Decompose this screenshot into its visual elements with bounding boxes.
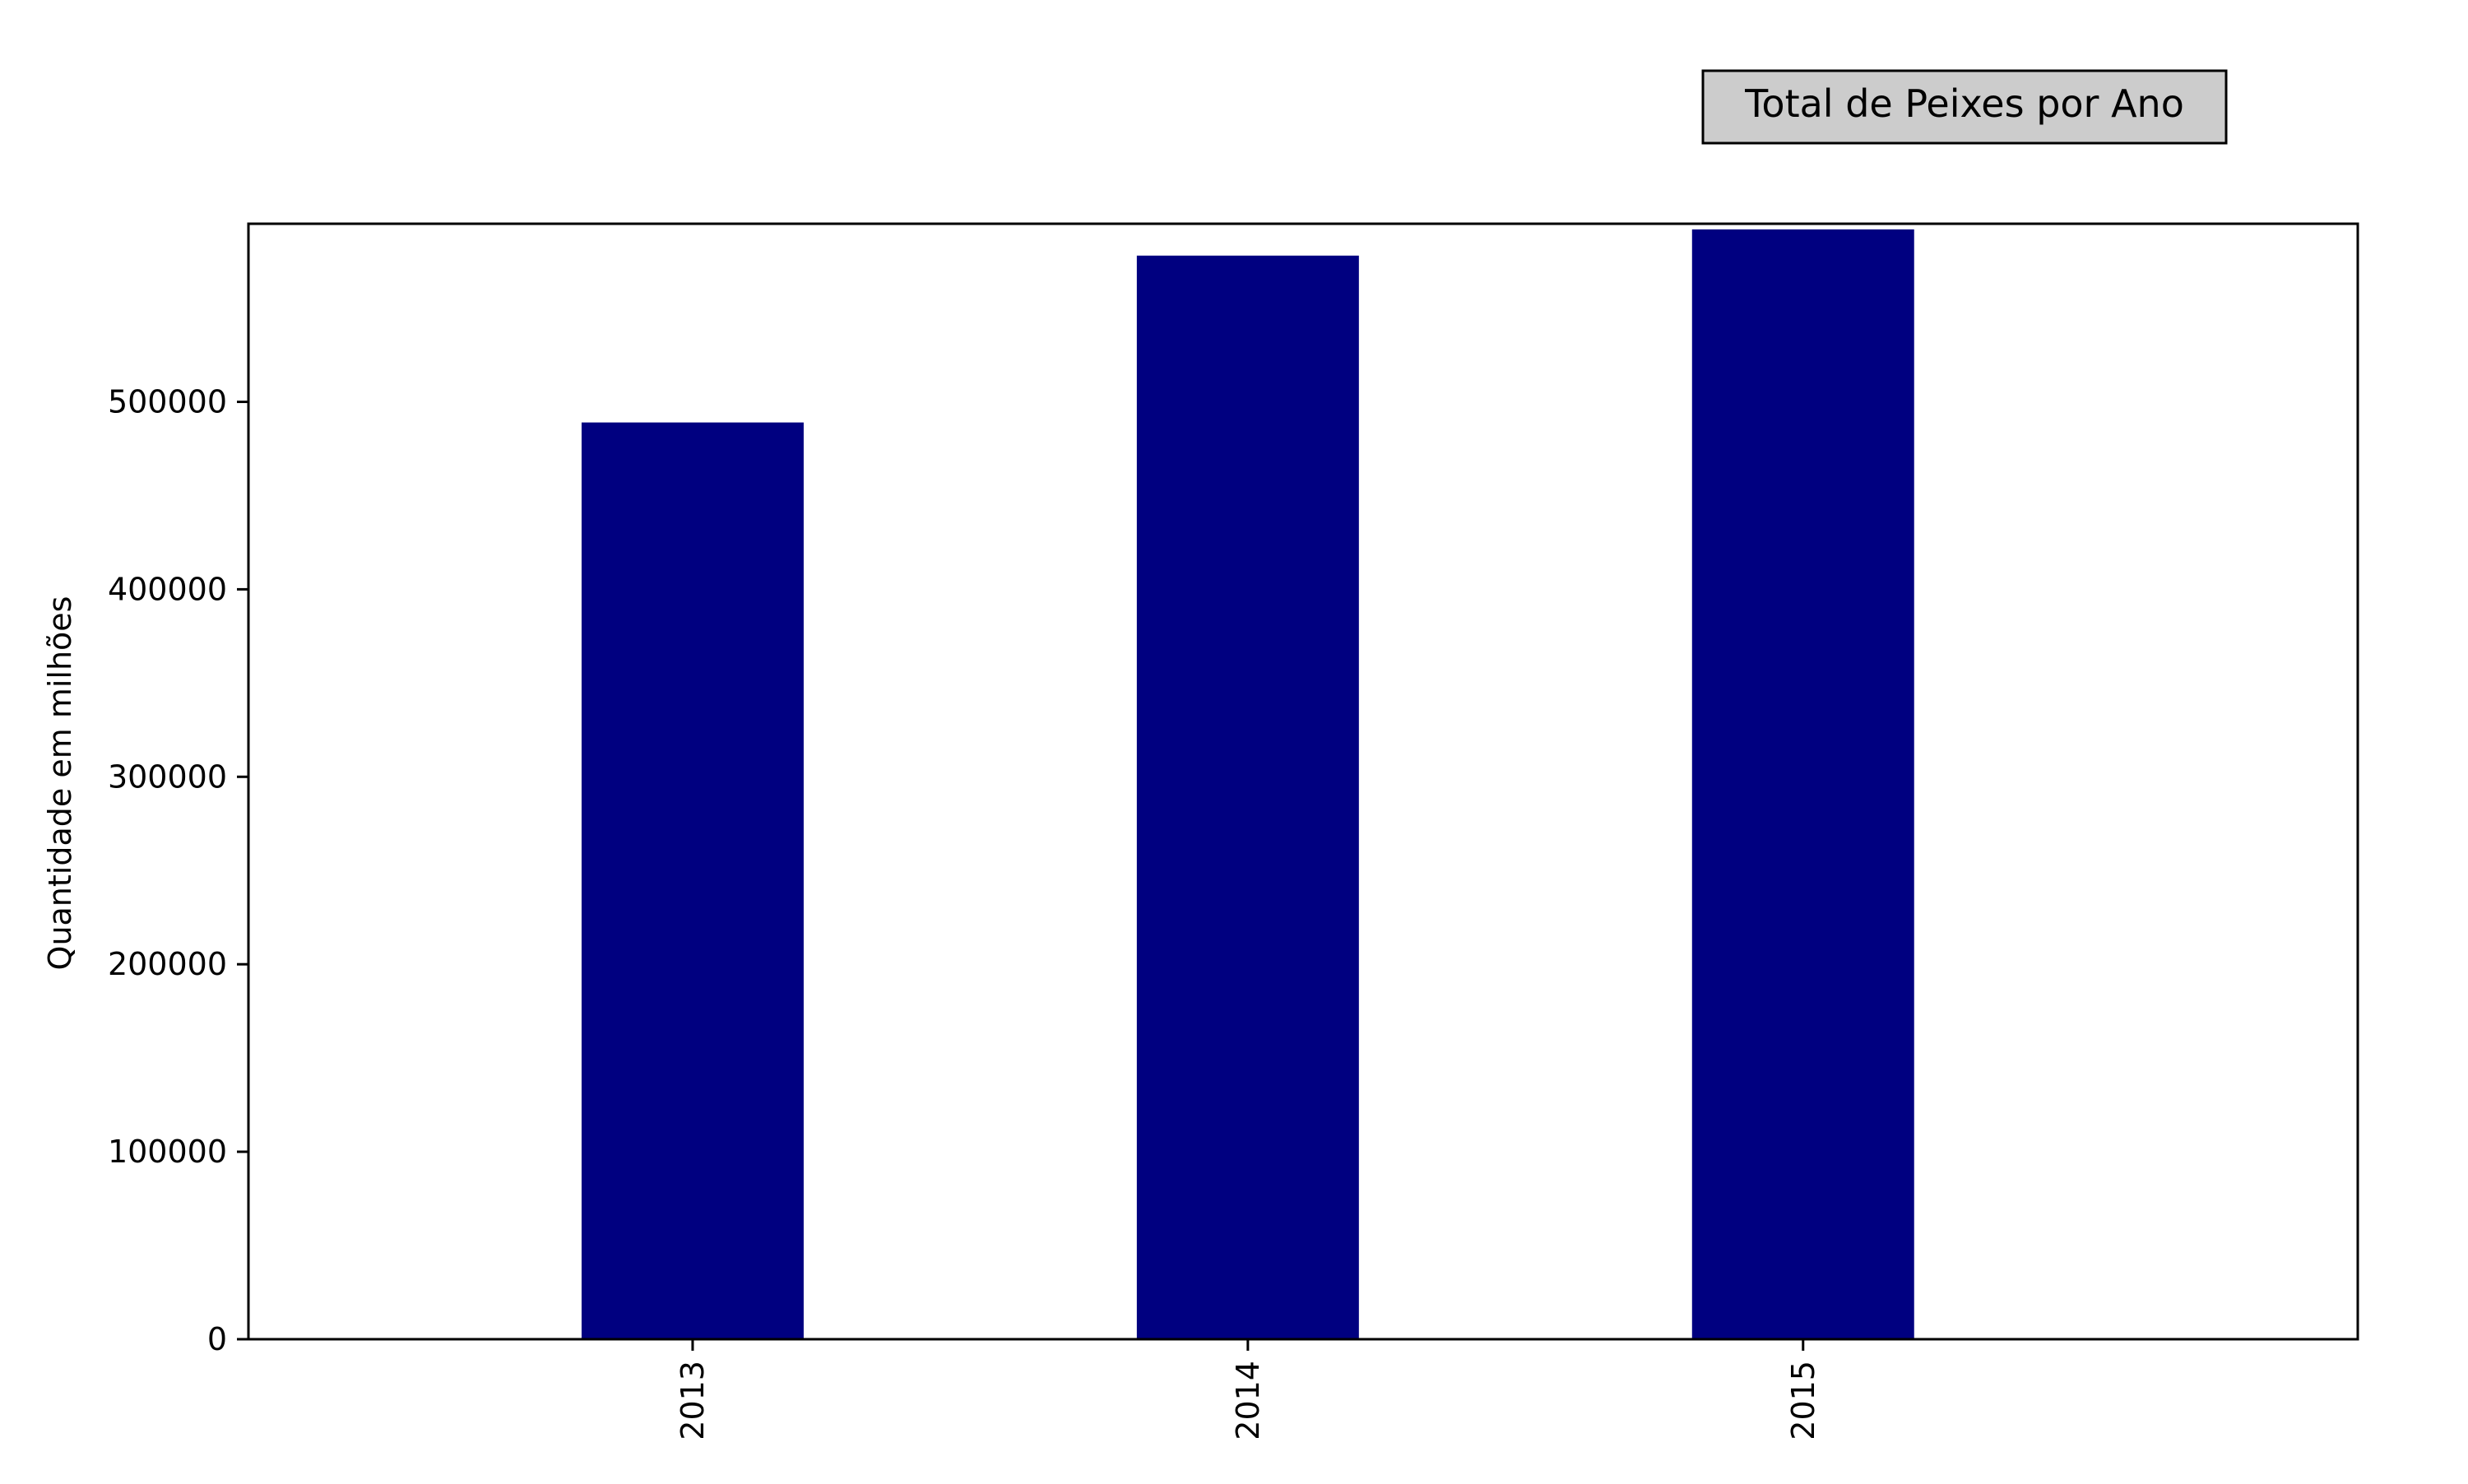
- y-tick-label: 100000: [108, 1134, 227, 1170]
- y-tick-label: 200000: [108, 946, 227, 982]
- y-tick-label: 500000: [108, 384, 227, 420]
- y-tick-label: 400000: [108, 571, 227, 607]
- x-axis-ticks: 2013 2014 2015: [675, 1339, 1821, 1440]
- x-tick-label: 2013: [675, 1361, 711, 1440]
- plot-area-frame: [247, 222, 2359, 1341]
- bar-2013: [581, 422, 804, 1339]
- bars-layer: [581, 229, 1914, 1340]
- chart-title: Total de Peixes por Ano: [1744, 81, 2184, 126]
- x-tick-label: 2015: [1785, 1361, 1821, 1440]
- y-axis-ticks: 0 100000 200000 300000 400000 500000: [108, 384, 248, 1357]
- bar-2015: [1691, 229, 1914, 1340]
- y-tick-label: 0: [207, 1321, 227, 1357]
- bar-2014: [1136, 255, 1359, 1339]
- chart-title-box: Total de Peixes por Ano: [1701, 69, 2228, 145]
- chart-title-background: [1701, 69, 2228, 145]
- x-tick-label: 2014: [1230, 1361, 1266, 1440]
- y-tick-label: 300000: [108, 758, 227, 795]
- y-axis-label: Quantidade em milhões: [42, 596, 78, 971]
